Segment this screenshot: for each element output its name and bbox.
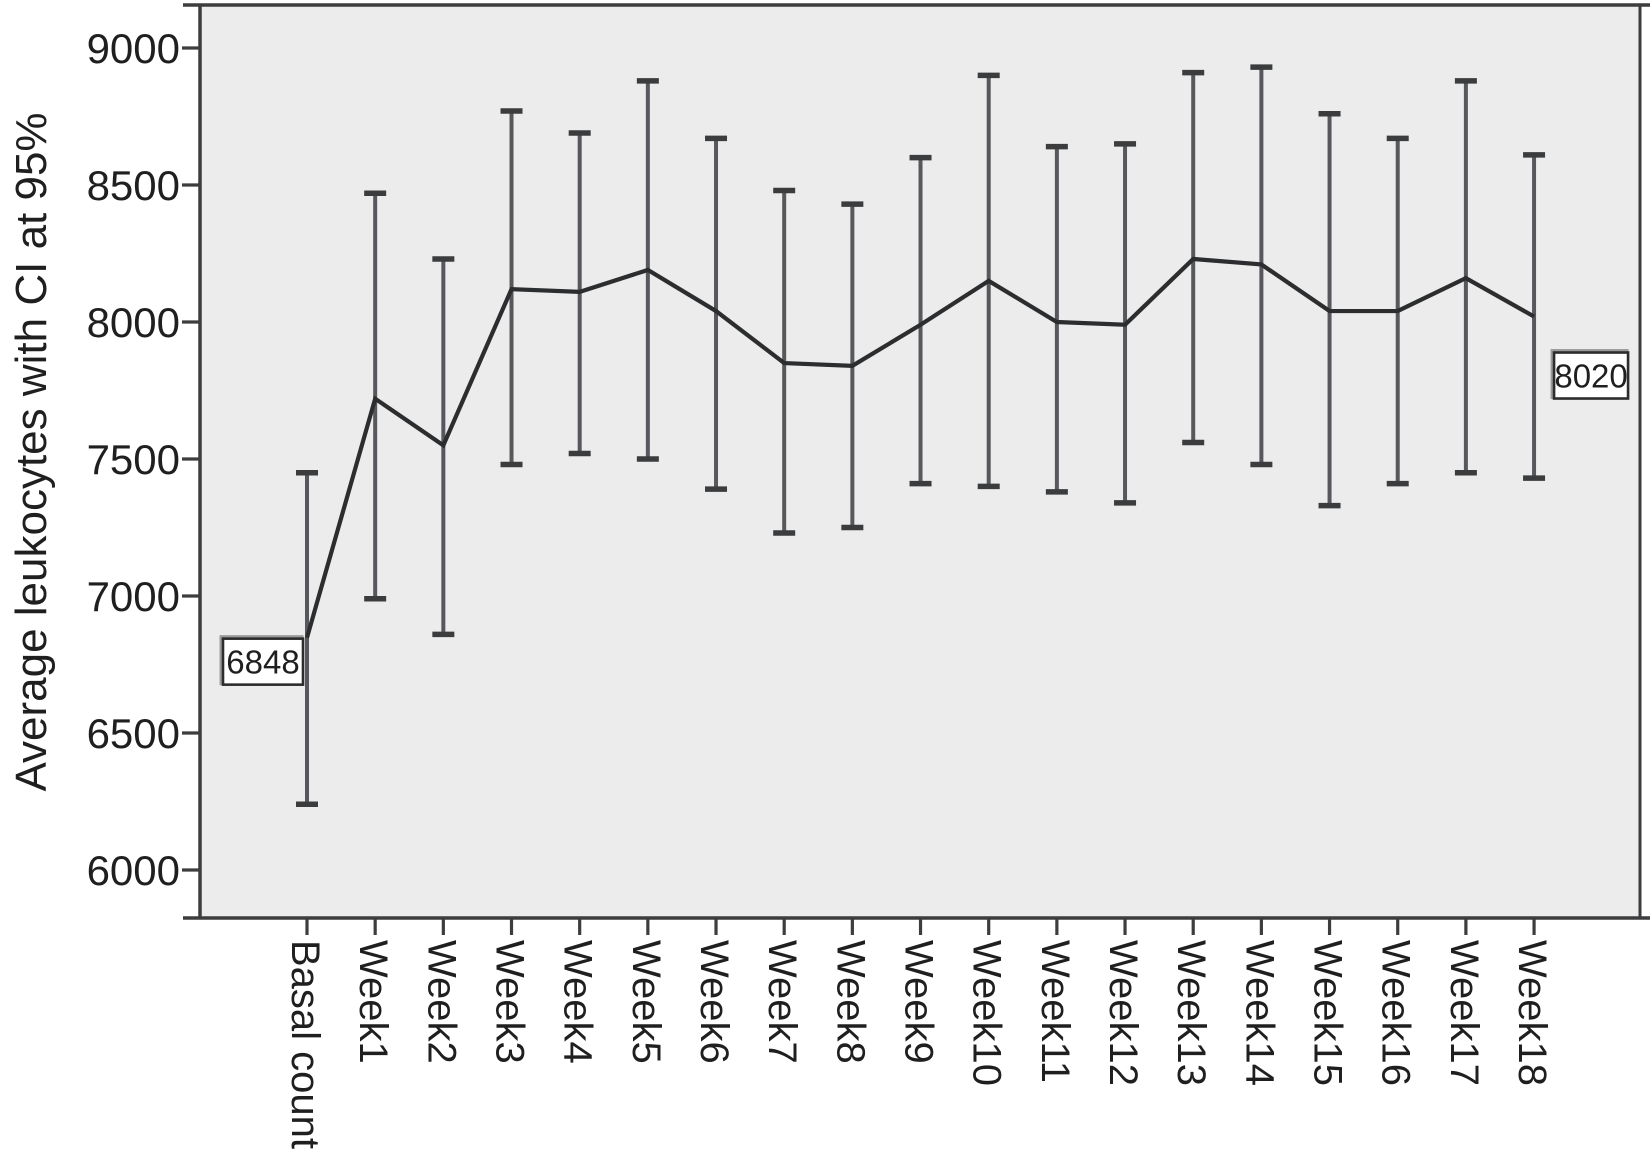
x-tick-label: Week15 bbox=[1306, 940, 1350, 1086]
y-tick-label: 6500 bbox=[87, 710, 180, 757]
y-tick-label: 6000 bbox=[87, 847, 180, 894]
x-tick-label: Week14 bbox=[1237, 940, 1281, 1086]
y-tick-label: 7000 bbox=[87, 573, 180, 620]
x-tick-label: Week6 bbox=[692, 940, 736, 1064]
annotation-layer: 6848 8020 bbox=[219, 349, 1630, 686]
x-tick-label: Week5 bbox=[624, 940, 668, 1064]
x-tick-label: Week17 bbox=[1442, 940, 1486, 1086]
error-bar-Week11 bbox=[1045, 143, 1068, 495]
y-tick-label: 7500 bbox=[87, 436, 180, 483]
error-bar-Basal count bbox=[296, 469, 318, 807]
data-line-layer bbox=[304, 256, 1536, 639]
annotation-value: 6848 bbox=[226, 644, 299, 681]
x-tick-label: Week10 bbox=[965, 940, 1009, 1086]
x-tick-label: Week4 bbox=[556, 940, 600, 1064]
x-tick-label: Week18 bbox=[1510, 940, 1554, 1086]
x-tick-label: Basal count bbox=[283, 940, 327, 1149]
x-tick-label: Week11 bbox=[1033, 940, 1077, 1083]
x-tick-label: Week16 bbox=[1374, 940, 1418, 1086]
tick-layer bbox=[182, 46, 1536, 935]
annotation-box bbox=[1552, 351, 1630, 400]
axes-frame-layer bbox=[183, 3, 1650, 920]
y-tick-label: 8500 bbox=[87, 162, 180, 209]
tick-label-layer: 9000 8500 8000 7500 7000 6500 6000 Basal count W… bbox=[87, 25, 1554, 1149]
x-tick-label: Week9 bbox=[897, 940, 941, 1064]
y-tick-label: 8000 bbox=[87, 299, 180, 346]
x-tick-label: Week3 bbox=[488, 940, 532, 1064]
annotation-value: 8020 bbox=[1554, 358, 1627, 395]
annotation-6848: 6848 bbox=[219, 635, 305, 686]
x-tick-label: Week8 bbox=[828, 940, 872, 1064]
data-line bbox=[304, 256, 1536, 639]
y-tick-label: 9000 bbox=[87, 25, 180, 72]
error-bar-Week6 bbox=[705, 135, 728, 492]
annotation-box bbox=[221, 637, 305, 686]
error-bar-Week9 bbox=[909, 154, 932, 487]
x-tick-label: Week12 bbox=[1101, 940, 1145, 1086]
y-axis-title: Average leukocytes with CI at 95% bbox=[7, 112, 56, 791]
x-tick-label: Week1 bbox=[351, 940, 395, 1064]
annotation-8020: 8020 bbox=[1550, 349, 1630, 400]
x-tick-label: Week7 bbox=[760, 940, 804, 1064]
x-tick-label: Week2 bbox=[419, 940, 463, 1064]
error-bar-Week1 bbox=[364, 190, 387, 602]
x-tick-label: Week13 bbox=[1169, 940, 1213, 1086]
